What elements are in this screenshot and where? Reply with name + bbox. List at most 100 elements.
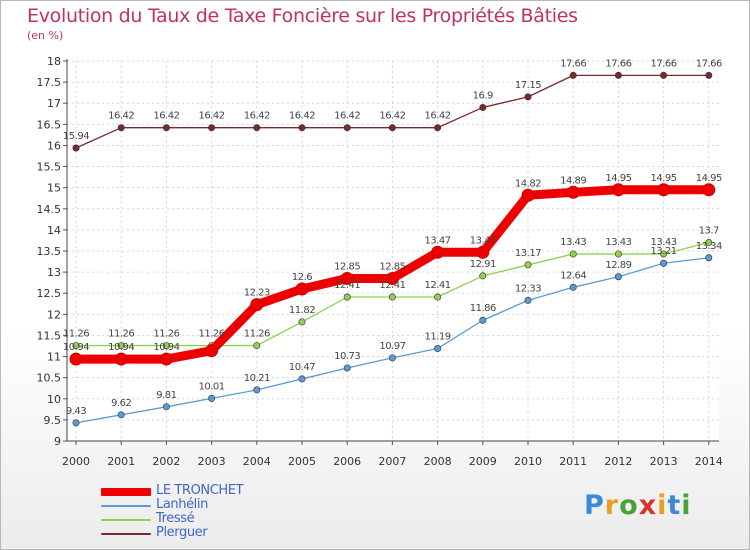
- x-tick-label: 2006: [333, 455, 361, 468]
- data-point-plerguer: [117, 124, 125, 132]
- data-label-le-tronchet: 14.95: [651, 173, 677, 184]
- proxiti-logo: Proxiti: [584, 490, 692, 521]
- data-label-plerguer: 16.42: [289, 111, 315, 122]
- data-label-tresse: 12.91: [470, 259, 496, 270]
- chart-subtitle: (en %): [27, 29, 64, 42]
- data-label-lanhelin: 10.47: [289, 362, 315, 373]
- data-label-tresse: 13.43: [651, 237, 677, 248]
- data-point-le-tronchet: [431, 245, 445, 259]
- data-point-le-tronchet: [611, 183, 625, 197]
- data-label-tresse: 13.43: [560, 237, 586, 248]
- data-point-plerguer: [343, 124, 351, 132]
- legend-label-lanhelin: Lanhélin: [156, 497, 208, 512]
- data-label-le-tronchet: 14.95: [696, 173, 722, 184]
- data-label-plerguer: 15.94: [63, 131, 89, 142]
- logo-letter: i: [657, 490, 668, 521]
- data-label-plerguer: 16.42: [153, 111, 179, 122]
- data-label-plerguer: 16.9: [473, 90, 493, 101]
- data-point-lanhelin: [162, 403, 170, 411]
- data-point-lanhelin: [117, 411, 125, 419]
- y-tick-label: 15.5: [37, 161, 62, 174]
- x-tick-label: 2001: [107, 455, 135, 468]
- data-point-plerguer: [434, 124, 442, 132]
- x-tick-label: 2011: [559, 455, 587, 468]
- logo-letter: o: [619, 490, 639, 521]
- data-point-plerguer: [705, 71, 713, 79]
- data-point-plerguer: [660, 71, 668, 79]
- data-point-le-tronchet: [250, 298, 264, 312]
- data-point-le-tronchet: [69, 352, 83, 366]
- data-point-lanhelin: [434, 345, 442, 353]
- data-label-tresse: 11.26: [153, 329, 179, 340]
- x-tick-label: 2000: [62, 455, 90, 468]
- x-tick-label: 2010: [514, 455, 542, 468]
- data-point-plerguer: [162, 124, 170, 132]
- data-label-tresse: 11.26: [199, 329, 225, 340]
- y-tick-label: 17: [47, 97, 61, 110]
- data-label-le-tronchet: 12.85: [334, 261, 360, 272]
- data-point-le-tronchet: [566, 185, 580, 199]
- data-point-tresse: [569, 250, 577, 258]
- data-point-plerguer: [298, 124, 306, 132]
- y-tick-label: 10: [47, 393, 61, 406]
- data-label-plerguer: 17.66: [651, 58, 677, 69]
- data-point-tresse: [253, 342, 261, 350]
- legend-label-tresse: Tressé: [156, 511, 195, 526]
- data-point-tresse: [660, 250, 668, 258]
- data-point-lanhelin: [253, 386, 261, 394]
- data-label-lanhelin: 12.33: [515, 283, 541, 294]
- data-label-plerguer: 17.66: [560, 58, 586, 69]
- data-point-le-tronchet: [657, 183, 671, 197]
- data-point-tresse: [434, 293, 442, 301]
- y-tick-label: 13: [47, 266, 61, 279]
- data-point-le-tronchet: [205, 344, 219, 358]
- y-tick-label: 18: [47, 55, 61, 68]
- y-tick-label: 9: [54, 435, 61, 448]
- data-label-tresse: 13.43: [605, 237, 631, 248]
- data-point-tresse: [388, 293, 396, 301]
- data-point-tresse: [117, 342, 125, 350]
- data-label-lanhelin: 11.19: [425, 332, 451, 343]
- legend-swatch-le-tronchet: [101, 488, 151, 496]
- y-tick-label: 13.5: [37, 245, 62, 258]
- data-label-tresse: 12.41: [334, 280, 360, 291]
- data-point-le-tronchet: [295, 282, 309, 296]
- data-label-tresse: 13.17: [515, 248, 541, 259]
- data-label-plerguer: 17.66: [605, 58, 631, 69]
- data-point-lanhelin: [569, 283, 577, 291]
- data-point-tresse: [72, 342, 80, 350]
- data-label-lanhelin: 9.62: [111, 398, 131, 409]
- data-point-lanhelin: [614, 273, 622, 281]
- data-point-tresse: [705, 239, 713, 247]
- y-tick-label: 10.5: [37, 372, 62, 385]
- data-label-tresse: 11.82: [289, 305, 315, 316]
- x-tick-label: 2008: [424, 455, 452, 468]
- data-point-lanhelin: [479, 316, 487, 324]
- data-label-tresse: 12.41: [425, 280, 451, 291]
- data-point-le-tronchet: [340, 271, 354, 285]
- data-label-le-tronchet: 12.6: [292, 272, 312, 283]
- data-label-lanhelin: 13.34: [696, 241, 722, 252]
- logo-letter: r: [604, 490, 620, 521]
- data-label-lanhelin: 9.81: [156, 390, 176, 401]
- data-label-lanhelin: 10.73: [334, 351, 360, 362]
- x-tick-label: 2009: [469, 455, 497, 468]
- x-tick-label: 2007: [378, 455, 406, 468]
- data-point-lanhelin: [298, 375, 306, 383]
- data-point-plerguer: [524, 93, 532, 101]
- data-label-plerguer: 17.66: [696, 58, 722, 69]
- data-point-plerguer: [208, 124, 216, 132]
- data-point-lanhelin: [343, 364, 351, 372]
- y-tick-label: 14.5: [37, 203, 62, 216]
- logo-letter: x: [638, 490, 658, 521]
- data-label-plerguer: 17.15: [515, 80, 541, 91]
- data-point-le-tronchet: [159, 352, 173, 366]
- y-tick-label: 11.5: [37, 329, 62, 342]
- data-point-le-tronchet: [702, 183, 716, 197]
- data-point-tresse: [479, 272, 487, 280]
- data-label-tresse: 12.41: [379, 280, 405, 291]
- data-point-plerguer: [569, 71, 577, 79]
- data-label-lanhelin: 12.64: [560, 270, 586, 281]
- data-label-lanhelin: 11.86: [470, 303, 496, 314]
- data-label-le-tronchet: 12.23: [244, 288, 270, 299]
